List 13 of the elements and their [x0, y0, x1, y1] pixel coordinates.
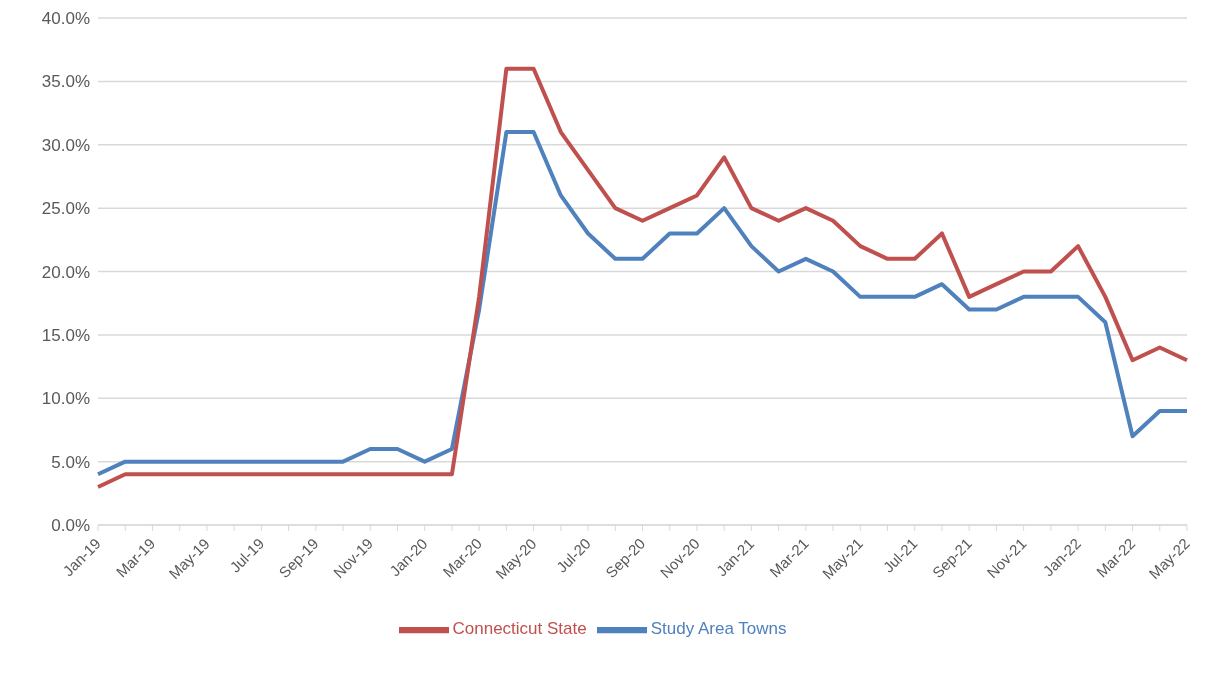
legend-label: Study Area Towns — [650, 619, 787, 639]
line-series — [96, 130, 1189, 477]
y-tick-label: 10.0% — [41, 389, 90, 409]
y-tick-label: 35.0% — [41, 72, 90, 92]
legend-label: Connecticut State — [452, 619, 587, 639]
y-tick-label: 40.0% — [41, 9, 90, 29]
y-tick-label: 0.0% — [51, 516, 90, 536]
line-series — [96, 66, 1189, 489]
y-tick-label: 25.0% — [41, 199, 90, 219]
y-tick-label: 5.0% — [51, 452, 90, 472]
y-tick-label: 20.0% — [41, 262, 90, 282]
y-tick-label: 30.0% — [41, 135, 90, 155]
y-tick-label: 15.0% — [41, 325, 90, 345]
